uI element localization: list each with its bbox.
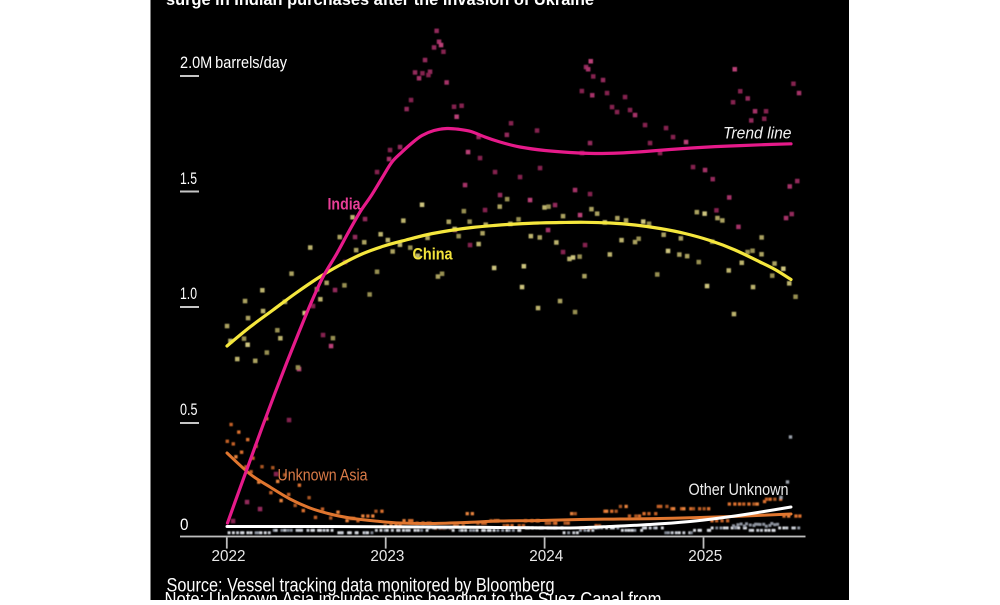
svg-text:2024: 2024 <box>529 548 563 565</box>
svg-text:India: India <box>328 195 361 214</box>
svg-text:0.5: 0.5 <box>180 400 198 419</box>
svg-text:0: 0 <box>180 515 189 534</box>
svg-text:2023: 2023 <box>370 548 404 565</box>
svg-text:Source: Vessel tracking data m: Source: Vessel tracking data monitored b… <box>167 576 555 597</box>
svg-text:2022: 2022 <box>212 548 246 565</box>
svg-text:2.0M barrels/day: 2.0M barrels/day <box>180 53 287 72</box>
svg-text:1.0: 1.0 <box>180 284 197 303</box>
svg-text:1.5: 1.5 <box>180 169 197 188</box>
svg-text:Trend line: Trend line <box>723 124 792 143</box>
svg-text:Other Unknown: Other Unknown <box>689 481 789 499</box>
svg-text:Unknown Asia: Unknown Asia <box>278 467 369 485</box>
svg-text:surge in Indian purchases afte: surge in Indian purchases after the inva… <box>166 0 594 9</box>
svg-text:China: China <box>413 245 453 264</box>
svg-text:2025: 2025 <box>688 548 722 565</box>
svg-text:Note: Unknown Asia includes sh: Note: Unknown Asia includes ships headin… <box>165 590 662 601</box>
